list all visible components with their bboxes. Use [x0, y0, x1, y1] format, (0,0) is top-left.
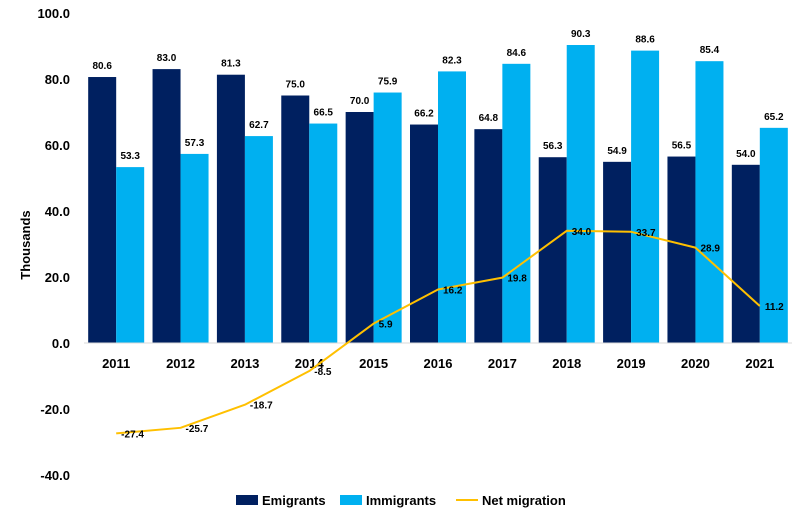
net-migration-value-label: 5.9 [379, 320, 393, 331]
immigrants-bar [244, 136, 273, 343]
emigrants-bar [667, 156, 696, 343]
legend: Emigrants Immigrants Net migration [236, 493, 566, 508]
emigrants-value-label: 56.3 [543, 141, 563, 152]
emigrants-bar [152, 69, 181, 343]
immigrants-bar [116, 167, 145, 343]
legend-label-emigrants: Emigrants [262, 493, 326, 508]
net-migration-value-label: -25.7 [186, 424, 209, 435]
x-tick-label: 2018 [552, 356, 581, 371]
y-axis: -40.0 -20.0 0.0 20.0 40.0 60.0 80.0 100.0 [37, 6, 70, 483]
immigrants-value-label: 66.5 [314, 108, 334, 119]
emigrants-bar [216, 74, 245, 344]
emigrants-bar [538, 157, 567, 343]
emigrants-value-label: 56.5 [672, 141, 692, 152]
immigrants-bar [631, 50, 660, 344]
emigrants-bar [731, 164, 760, 343]
y-tick-label: 0.0 [52, 336, 70, 351]
emigrants-bar [410, 124, 438, 343]
net-migration-value-label: -18.7 [250, 401, 273, 412]
net-migration-value-label: 28.9 [700, 244, 720, 255]
net-migration-value-label: -27.4 [121, 429, 144, 440]
bars [88, 45, 788, 344]
immigrants-bar [373, 92, 402, 343]
legend-label-immigrants: Immigrants [366, 493, 436, 508]
immigrants-value-label: 88.6 [635, 35, 655, 46]
x-tick-label: 2021 [745, 356, 774, 371]
immigrants-value-label: 85.4 [700, 45, 720, 56]
immigrants-value-label: 84.6 [507, 48, 527, 59]
immigrants-value-label: 62.7 [249, 120, 269, 131]
net-migration-value-label: 34.0 [572, 227, 592, 238]
emigrants-value-label: 80.6 [92, 61, 112, 72]
y-tick-label: 100.0 [37, 6, 70, 21]
emigrants-bar [345, 112, 374, 343]
y-tick-label: 40.0 [45, 204, 70, 219]
net-migration-value-label: -8.5 [314, 367, 332, 378]
immigrants-bar [759, 127, 788, 343]
emigrants-bar [603, 161, 632, 343]
net-migration-line [116, 229, 761, 435]
y-tick-label: -40.0 [40, 468, 70, 483]
x-tick-label: 2014 [295, 356, 325, 371]
legend-label-net-migration: Net migration [482, 493, 566, 508]
x-tick-label: 2012 [166, 356, 195, 371]
y-tick-label: 20.0 [45, 270, 70, 285]
immigrants-bar [309, 123, 338, 343]
net-migration-value-label: 33.7 [636, 228, 656, 239]
emigrants-value-label: 81.3 [221, 59, 241, 70]
x-tick-label: 2016 [424, 356, 453, 371]
x-tick-label: 2019 [617, 356, 646, 371]
immigrants-bar [180, 153, 209, 343]
emigrants-bar [474, 129, 503, 343]
emigrants-value-label: 54.9 [607, 146, 627, 157]
emigrants-value-label: 64.8 [479, 113, 499, 124]
x-tick-label: 2017 [488, 356, 517, 371]
immigrants-bar [502, 63, 531, 343]
net-migration-value-label: 19.8 [507, 274, 527, 285]
y-tick-label: 60.0 [45, 138, 70, 153]
legend-swatch-emigrants [236, 495, 258, 505]
bar-data-labels: 80.6 53.3 83.0 57.3 81.3 62.7 75.0 66.5 70.0 75.9… [92, 29, 784, 162]
x-tick-label: 2020 [681, 356, 710, 371]
net-migration-value-label: 16.2 [443, 286, 463, 297]
immigrants-value-label: 65.2 [764, 112, 784, 123]
emigrants-value-label: 70.0 [350, 96, 370, 107]
immigrants-value-label: 90.3 [571, 29, 591, 40]
immigrants-value-label: 53.3 [120, 151, 140, 162]
x-axis: 2011 2012 2013 2014 2015 2016 2017 2018 2019 2020… [102, 356, 774, 371]
x-tick-label: 2015 [359, 356, 388, 371]
immigrants-value-label: 57.3 [185, 138, 205, 149]
emigrants-value-label: 66.2 [414, 109, 434, 120]
net-migration-line-group [116, 229, 761, 435]
emigrants-value-label: 54.0 [736, 149, 756, 160]
emigrants-bar [88, 77, 117, 344]
emigrants-value-label: 75.0 [286, 80, 306, 91]
immigrants-bar [695, 61, 724, 344]
x-tick-label: 2013 [230, 356, 259, 371]
emigrants-value-label: 83.0 [157, 53, 177, 64]
x-tick-label: 2011 [102, 356, 130, 371]
immigrants-value-label: 82.3 [442, 55, 462, 66]
line-data-labels: -27.4 -25.7 -18.7 -8.5 5.9 16.2 19.8 34.0 33.7 28… [121, 227, 784, 441]
y-tick-label: 80.0 [45, 72, 70, 87]
net-migration-value-label: 11.2 [765, 302, 784, 313]
immigrants-bar [438, 71, 466, 343]
immigrants-bar [566, 45, 595, 343]
immigrants-value-label: 75.9 [378, 77, 398, 88]
y-tick-label: -20.0 [40, 402, 70, 417]
y-axis-title: Thousands [18, 210, 33, 279]
legend-swatch-immigrants [340, 495, 362, 505]
emigrants-bar [281, 95, 310, 343]
